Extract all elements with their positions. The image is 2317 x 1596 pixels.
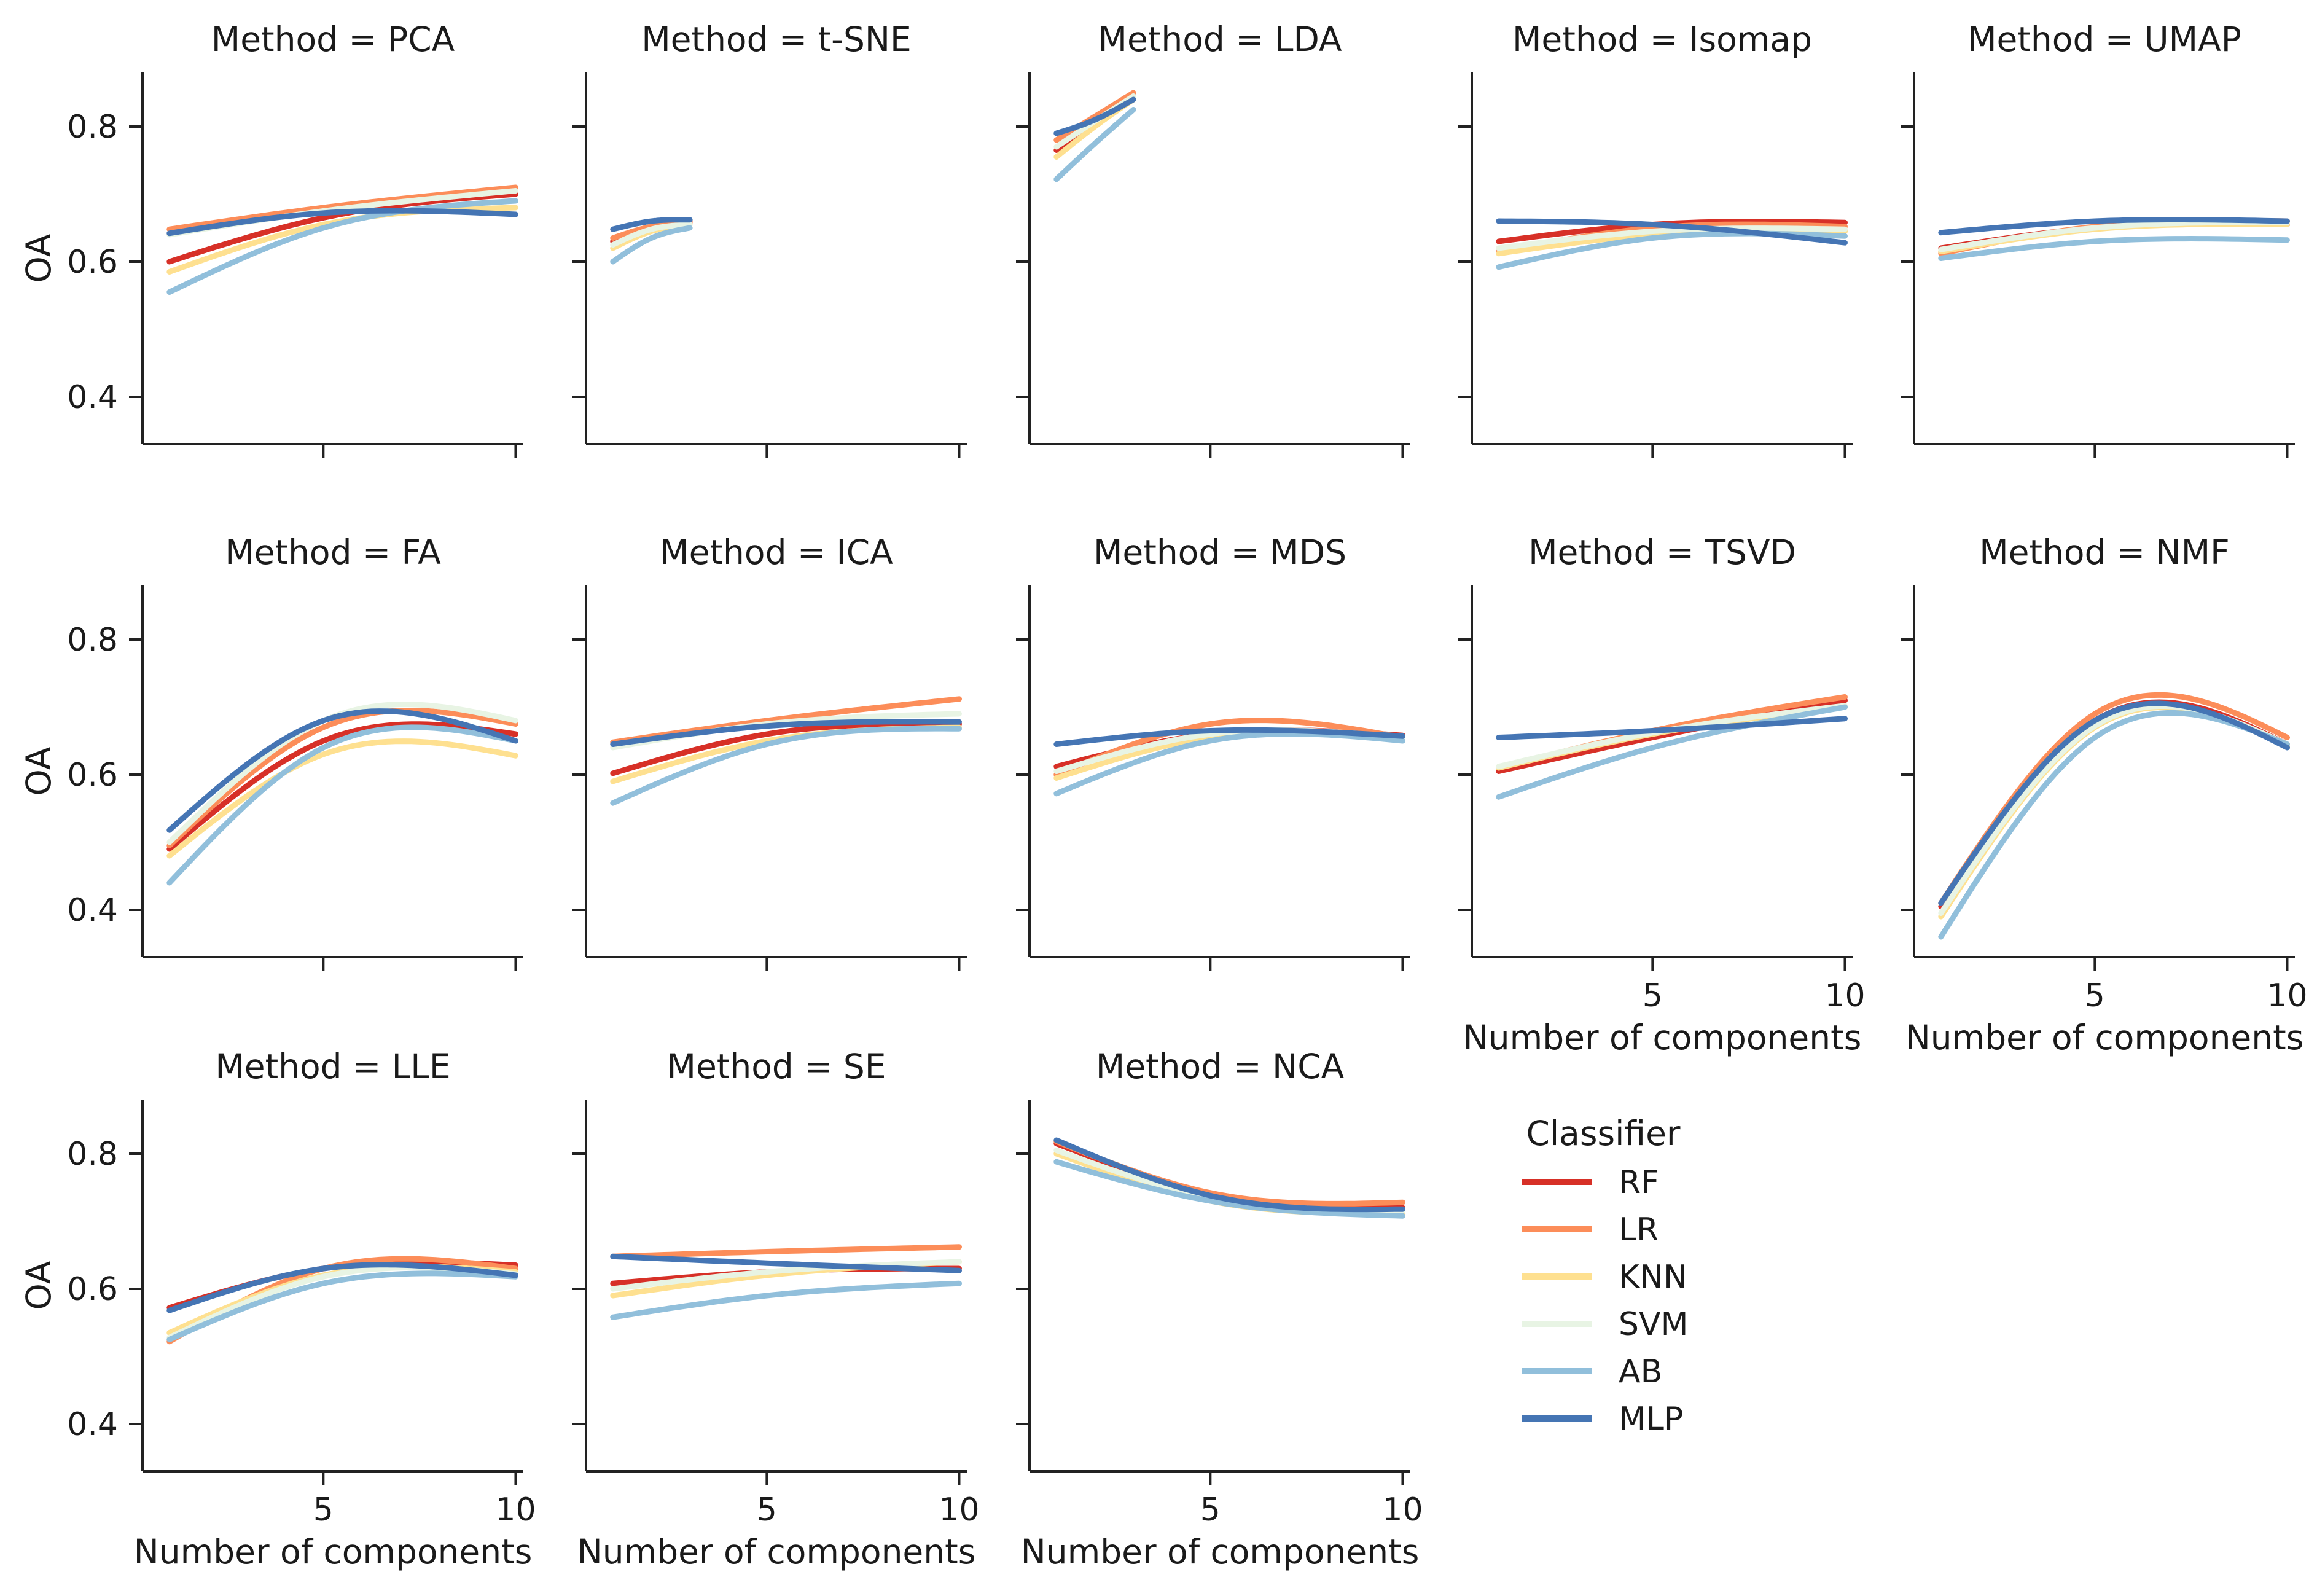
facet-panel-ica: Method = ICA xyxy=(572,533,967,971)
series-line-mlp xyxy=(166,1262,518,1313)
panel-title: Method = UMAP xyxy=(1967,20,2241,59)
series-line-mlp xyxy=(1053,1137,1405,1213)
series-line-ab xyxy=(1496,704,1848,800)
series-line-rf xyxy=(166,721,518,852)
panel-title: Method = Isomap xyxy=(1512,20,1812,59)
legend-label-lr: LR xyxy=(1619,1211,1659,1248)
facet-panel-isomap: Method = Isomap xyxy=(1458,20,1853,458)
series-line-mlp xyxy=(610,217,693,232)
panel-title: Method = PCA xyxy=(211,20,455,59)
x-tick-label: 5 xyxy=(1643,977,1663,1014)
series-line-ab xyxy=(166,724,518,886)
panel-title: Method = NCA xyxy=(1096,1047,1345,1086)
x-tick-label: 10 xyxy=(495,1492,536,1528)
y-tick-label: 0.8 xyxy=(67,1136,118,1173)
series-line-svm xyxy=(1938,703,2290,916)
panel-title: Method = LLE xyxy=(215,1047,450,1086)
x-tick-label: 5 xyxy=(757,1492,777,1528)
panel-title: Method = t-SNE xyxy=(641,20,912,59)
panel-title: Method = SE xyxy=(667,1047,886,1086)
series-line-mlp xyxy=(1053,96,1136,136)
x-axis-label: Number of components xyxy=(1905,1018,2304,1057)
x-axis-label: Number of components xyxy=(1021,1532,1420,1571)
y-axis-label: OA xyxy=(19,1261,58,1310)
x-tick-label: 5 xyxy=(313,1492,334,1528)
panel-title: Method = NMF xyxy=(1979,533,2230,572)
series-line-svm xyxy=(1496,225,1848,251)
facet-panel-se: Method = SE 5 10 Number of components xyxy=(572,1047,980,1571)
facet-panel-lda: Method = LDA xyxy=(1016,20,1410,458)
series-line-knn xyxy=(1938,704,2290,920)
series-line-mlp xyxy=(610,1253,962,1273)
panel-title: Method = MDS xyxy=(1093,533,1346,572)
series-line-ab xyxy=(610,1280,962,1320)
panel-title: Method = FA xyxy=(225,533,441,572)
facet-panel-pca: Method = PCA 0.4 0.6 0.8 OA xyxy=(19,20,523,458)
facet-panel-nmf: Method = NMF 5 10 Number of components xyxy=(1901,533,2308,1057)
series-line-mlp xyxy=(166,208,518,237)
series-line-mlp xyxy=(610,719,962,747)
x-tick-label: 5 xyxy=(1200,1492,1221,1528)
y-tick-label: 0.8 xyxy=(67,622,118,659)
y-tick-label: 0.6 xyxy=(67,757,118,794)
series-line-rf xyxy=(1938,699,2290,909)
series-line-ab xyxy=(1053,730,1405,797)
series-line-ab xyxy=(1938,235,2290,261)
legend-label-svm: SVM xyxy=(1619,1306,1688,1343)
series-line-lr xyxy=(166,184,518,232)
facet-panel-lle: Method = LLE 0.4 0.6 0.8 OA 5 10 Number of comp… xyxy=(19,1047,536,1571)
series-line-mlp xyxy=(1496,716,1848,740)
series-line-mlp xyxy=(1496,218,1848,246)
y-tick-label: 0.4 xyxy=(67,379,118,416)
y-tick-label: 0.4 xyxy=(67,892,118,929)
y-tick-label: 0.6 xyxy=(67,1271,118,1308)
facet-panel-fa: Method = FA 0.4 0.6 0.8 OA xyxy=(19,533,523,971)
legend-title: Classifier xyxy=(1526,1114,1680,1153)
series-line-ab xyxy=(1053,1159,1405,1219)
y-tick-label: 0.8 xyxy=(67,109,118,146)
facet-panel-mds: Method = MDS xyxy=(1016,533,1410,971)
y-tick-label: 0.4 xyxy=(67,1406,118,1443)
x-tick-label: 10 xyxy=(2267,977,2307,1014)
y-tick-label: 0.6 xyxy=(67,244,118,281)
series-line-mlp xyxy=(1053,727,1405,747)
facet-panel-tsvd: Method = TSVD 5 10 Number of components xyxy=(1458,533,1866,1057)
facet-panel-nca: Method = NCA 5 10 Number of components xyxy=(1016,1047,1423,1571)
panel-title: Method = ICA xyxy=(660,533,893,572)
x-axis-label: Number of components xyxy=(577,1532,976,1571)
x-axis-label: Number of components xyxy=(134,1532,533,1571)
x-axis-label: Number of components xyxy=(1463,1018,1862,1057)
series-line-mlp xyxy=(1938,217,2290,236)
legend-label-ab: AB xyxy=(1619,1353,1662,1390)
x-tick-label: 5 xyxy=(2085,977,2105,1014)
series-line-knn xyxy=(166,738,518,859)
series-line-ab xyxy=(610,726,962,806)
facet-panel-t-sne: Method = t-SNE xyxy=(572,20,967,458)
y-axis-label: OA xyxy=(19,233,58,283)
series-line-lr xyxy=(610,1244,962,1259)
x-tick-label: 10 xyxy=(939,1492,979,1528)
facet-panel-umap: Method = UMAP xyxy=(1901,20,2295,458)
legend-label-mlp: MLP xyxy=(1619,1401,1683,1438)
legend-label-rf: RF xyxy=(1619,1164,1659,1201)
legend: Classifier RF LR KNN SVM AB MLP xyxy=(1522,1114,1688,1438)
legend-label-knn: KNN xyxy=(1619,1259,1687,1296)
series-line-ab xyxy=(1938,710,2290,940)
series-line-svm xyxy=(610,1259,962,1292)
panel-title: Method = TSVD xyxy=(1528,533,1796,572)
series-line-lr xyxy=(166,707,518,848)
x-tick-label: 10 xyxy=(1382,1492,1423,1528)
series-line-ab xyxy=(166,198,518,295)
panel-title: Method = LDA xyxy=(1098,20,1342,59)
x-tick-label: 10 xyxy=(1824,977,1865,1014)
series-line-mlp xyxy=(166,708,518,833)
series-line-mlp xyxy=(1938,700,2290,906)
y-axis-label: OA xyxy=(19,746,58,796)
series-line-ab xyxy=(610,225,693,265)
series-line-knn xyxy=(166,205,518,275)
series-line-svm xyxy=(610,222,693,248)
series-line-ab xyxy=(1053,107,1136,182)
series-line-ab xyxy=(166,1270,518,1342)
